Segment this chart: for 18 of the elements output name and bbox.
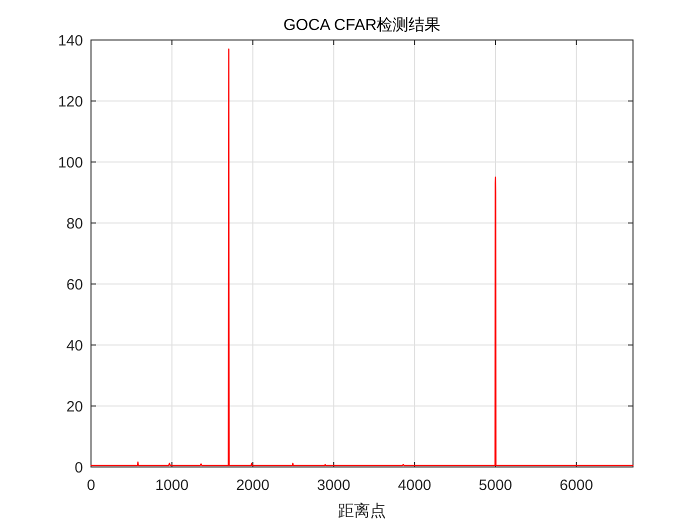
- x-tick-label: 1000: [155, 477, 189, 494]
- x-tick-label: 0: [86, 477, 96, 494]
- x-tick-label: 4000: [398, 477, 432, 494]
- x-tick-label: 2000: [236, 477, 270, 494]
- x-axis-title: 距离点: [338, 502, 386, 520]
- x-tick-label: 3000: [317, 477, 350, 494]
- x-tick-label: 6000: [560, 477, 594, 494]
- y-tick-label: 100: [58, 154, 83, 172]
- y-tick-label: 80: [66, 215, 83, 232]
- y-tick-label: 140: [58, 32, 83, 50]
- y-tick-label: 60: [66, 276, 83, 294]
- y-tick-label: 20: [66, 398, 83, 416]
- y-tick-label: 40: [66, 337, 83, 354]
- chart-title: GOCA CFAR检测结果: [283, 16, 441, 34]
- y-tick-label: 120: [58, 93, 83, 110]
- x-tick-label: 5000: [478, 477, 512, 494]
- y-tick-label: 0: [74, 459, 83, 476]
- line-series: [90, 48, 634, 466]
